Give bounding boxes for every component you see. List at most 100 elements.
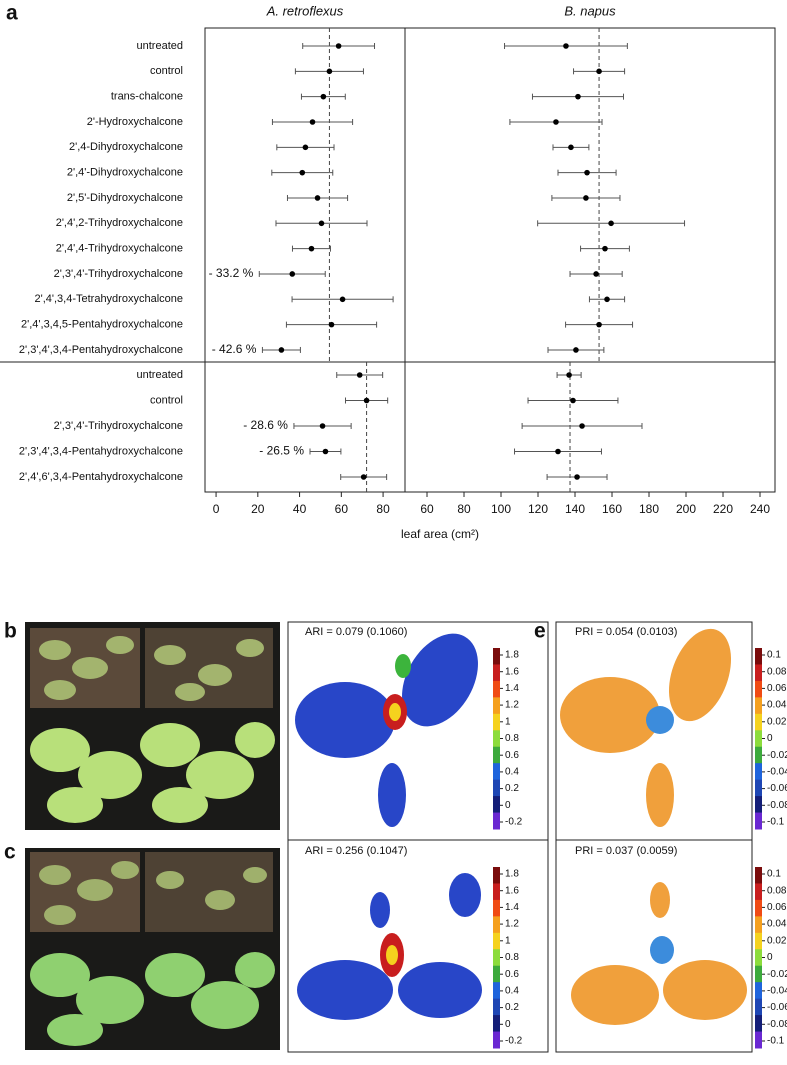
mean-dot	[596, 321, 602, 328]
colorbar-segment	[493, 697, 500, 715]
colorbar-tick-label: 0.4	[505, 986, 519, 997]
category-label: 2',4-Dihydroxychalcone	[69, 141, 183, 153]
colorbar-segment	[493, 982, 500, 1000]
colorbar-tick-label: 0.4	[505, 767, 519, 778]
mean-dot	[339, 296, 346, 303]
mean-dot	[583, 195, 589, 201]
mean-dot	[322, 448, 329, 455]
annotation: - 26.5 %	[259, 444, 304, 458]
mean-dot	[555, 448, 561, 455]
mean-dot	[574, 474, 580, 480]
colorbar-segment	[755, 1031, 762, 1049]
mean-dot	[335, 43, 342, 49]
colorbar-tick-label: -0.1	[767, 817, 785, 828]
colorbar-tick-label: 0.06	[767, 902, 787, 913]
colorbar-tick-label: -0.02	[767, 969, 787, 980]
x-tick-label: 20	[251, 502, 265, 516]
colorbar-tick-label: 0.2	[505, 1002, 519, 1013]
colorbar-tick-label: 0.8	[505, 952, 519, 963]
mean-dot	[575, 93, 581, 100]
colorbar-tick-label: 1.8	[505, 650, 519, 661]
colorbar-tick-label: -0.1	[767, 1036, 785, 1047]
map-label: PRI = 0.037 (0.0059)	[575, 845, 677, 857]
category-label: 2',3',4'-Trihydroxychalcone	[54, 268, 183, 280]
colorbar-segment	[493, 932, 500, 950]
mean-dot	[570, 397, 576, 404]
colorbar-segment	[755, 1015, 762, 1033]
colorbar-tick-label: 0.6	[505, 750, 519, 761]
x-tick-label: 80	[457, 502, 471, 516]
x-tick-label: 200	[676, 502, 696, 516]
category-label: 2',3',4',3,4-Pentahydroxychalcone	[19, 445, 183, 457]
colorbar-tick-label: 0.1	[767, 869, 781, 880]
colorbar-tick-label: -0.06	[767, 783, 787, 794]
colorbar-tick-label: 0.04	[767, 700, 787, 711]
colorbar-segment	[493, 998, 500, 1016]
colorbar-tick-label: -0.2	[505, 1036, 523, 1047]
colorbar-tick-label: 0	[767, 952, 773, 963]
colorbar-segment	[493, 746, 500, 764]
mean-dot	[573, 347, 579, 353]
colorbar-tick-label: 0.06	[767, 683, 787, 694]
leaf-map	[295, 633, 478, 827]
colorbar-segment	[493, 1015, 500, 1033]
colorbar-segment	[755, 648, 762, 665]
colorbar-segment	[493, 916, 500, 934]
colorbar-tick-label: -0.08	[767, 1019, 787, 1030]
x-tick-label: 60	[335, 502, 349, 516]
colorbar-tick-label: 0.6	[505, 969, 519, 980]
colorbar-segment	[755, 812, 762, 830]
colorbar-tick-label: 1	[505, 935, 511, 946]
colorbar-tick-label: -0.04	[767, 767, 787, 778]
annotation: - 28.6 %	[243, 418, 288, 432]
mean-dot	[302, 144, 309, 151]
x-tick-label: 160	[602, 502, 622, 516]
colorbar-segment	[755, 664, 762, 682]
x-tick-label: 120	[528, 502, 548, 516]
colorbar-segment	[755, 730, 762, 748]
mean-dot	[363, 397, 370, 404]
mean-dot	[604, 296, 610, 303]
chart-title: B. napus	[564, 3, 616, 18]
colorbar-segment	[755, 796, 762, 814]
mean-dot	[596, 68, 602, 75]
colorbar-tick-label: -0.08	[767, 800, 787, 811]
leaf-map	[571, 882, 747, 1025]
category-label: 2',4',6',3,4-Pentahydroxychalcone	[19, 471, 183, 483]
chart-title: A. retroflexus	[266, 3, 344, 18]
x-tick-label: 220	[713, 502, 733, 516]
colorbar-segment	[493, 796, 500, 814]
colorbar-segment	[755, 965, 762, 983]
mean-dot	[326, 68, 333, 75]
colorbar-segment	[493, 763, 500, 781]
colorbar-segment	[755, 916, 762, 934]
map-label: PRI = 0.054 (0.0103)	[575, 626, 677, 638]
colorbar-segment	[493, 680, 500, 698]
map-label: ARI = 0.079 (0.1060)	[305, 626, 407, 638]
mean-dot	[566, 372, 572, 378]
colorbar-tick-label: 1.4	[505, 902, 519, 913]
leaf-map	[297, 873, 482, 1020]
annotation: - 33.2 %	[209, 266, 254, 280]
mean-dot	[579, 423, 585, 429]
colorbar-tick-label: 0.08	[767, 666, 787, 677]
category-label: 2',4',2-Trihydroxychalcone	[56, 217, 183, 229]
mean-dot	[308, 245, 315, 252]
category-label: 2',3',4',3,4-Pentahydroxychalcone	[19, 344, 183, 356]
colorbar-segment	[755, 697, 762, 715]
colorbar-segment	[755, 779, 762, 797]
photo	[25, 622, 280, 830]
leaf-map	[560, 628, 732, 827]
category-label: control	[150, 394, 183, 406]
colorbar-segment	[493, 713, 500, 731]
colorbar-tick-label: -0.04	[767, 986, 787, 997]
category-label: 2',3',4'-Trihydroxychalcone	[54, 420, 183, 432]
mean-dot	[319, 423, 326, 429]
x-tick-label: 140	[565, 502, 585, 516]
colorbar-segment	[493, 949, 500, 967]
colorbar-tick-label: 0.02	[767, 716, 787, 727]
mean-dot	[608, 220, 614, 227]
x-tick-label: 60	[420, 502, 434, 516]
category-label: control	[150, 65, 183, 77]
mean-dot	[568, 144, 574, 151]
